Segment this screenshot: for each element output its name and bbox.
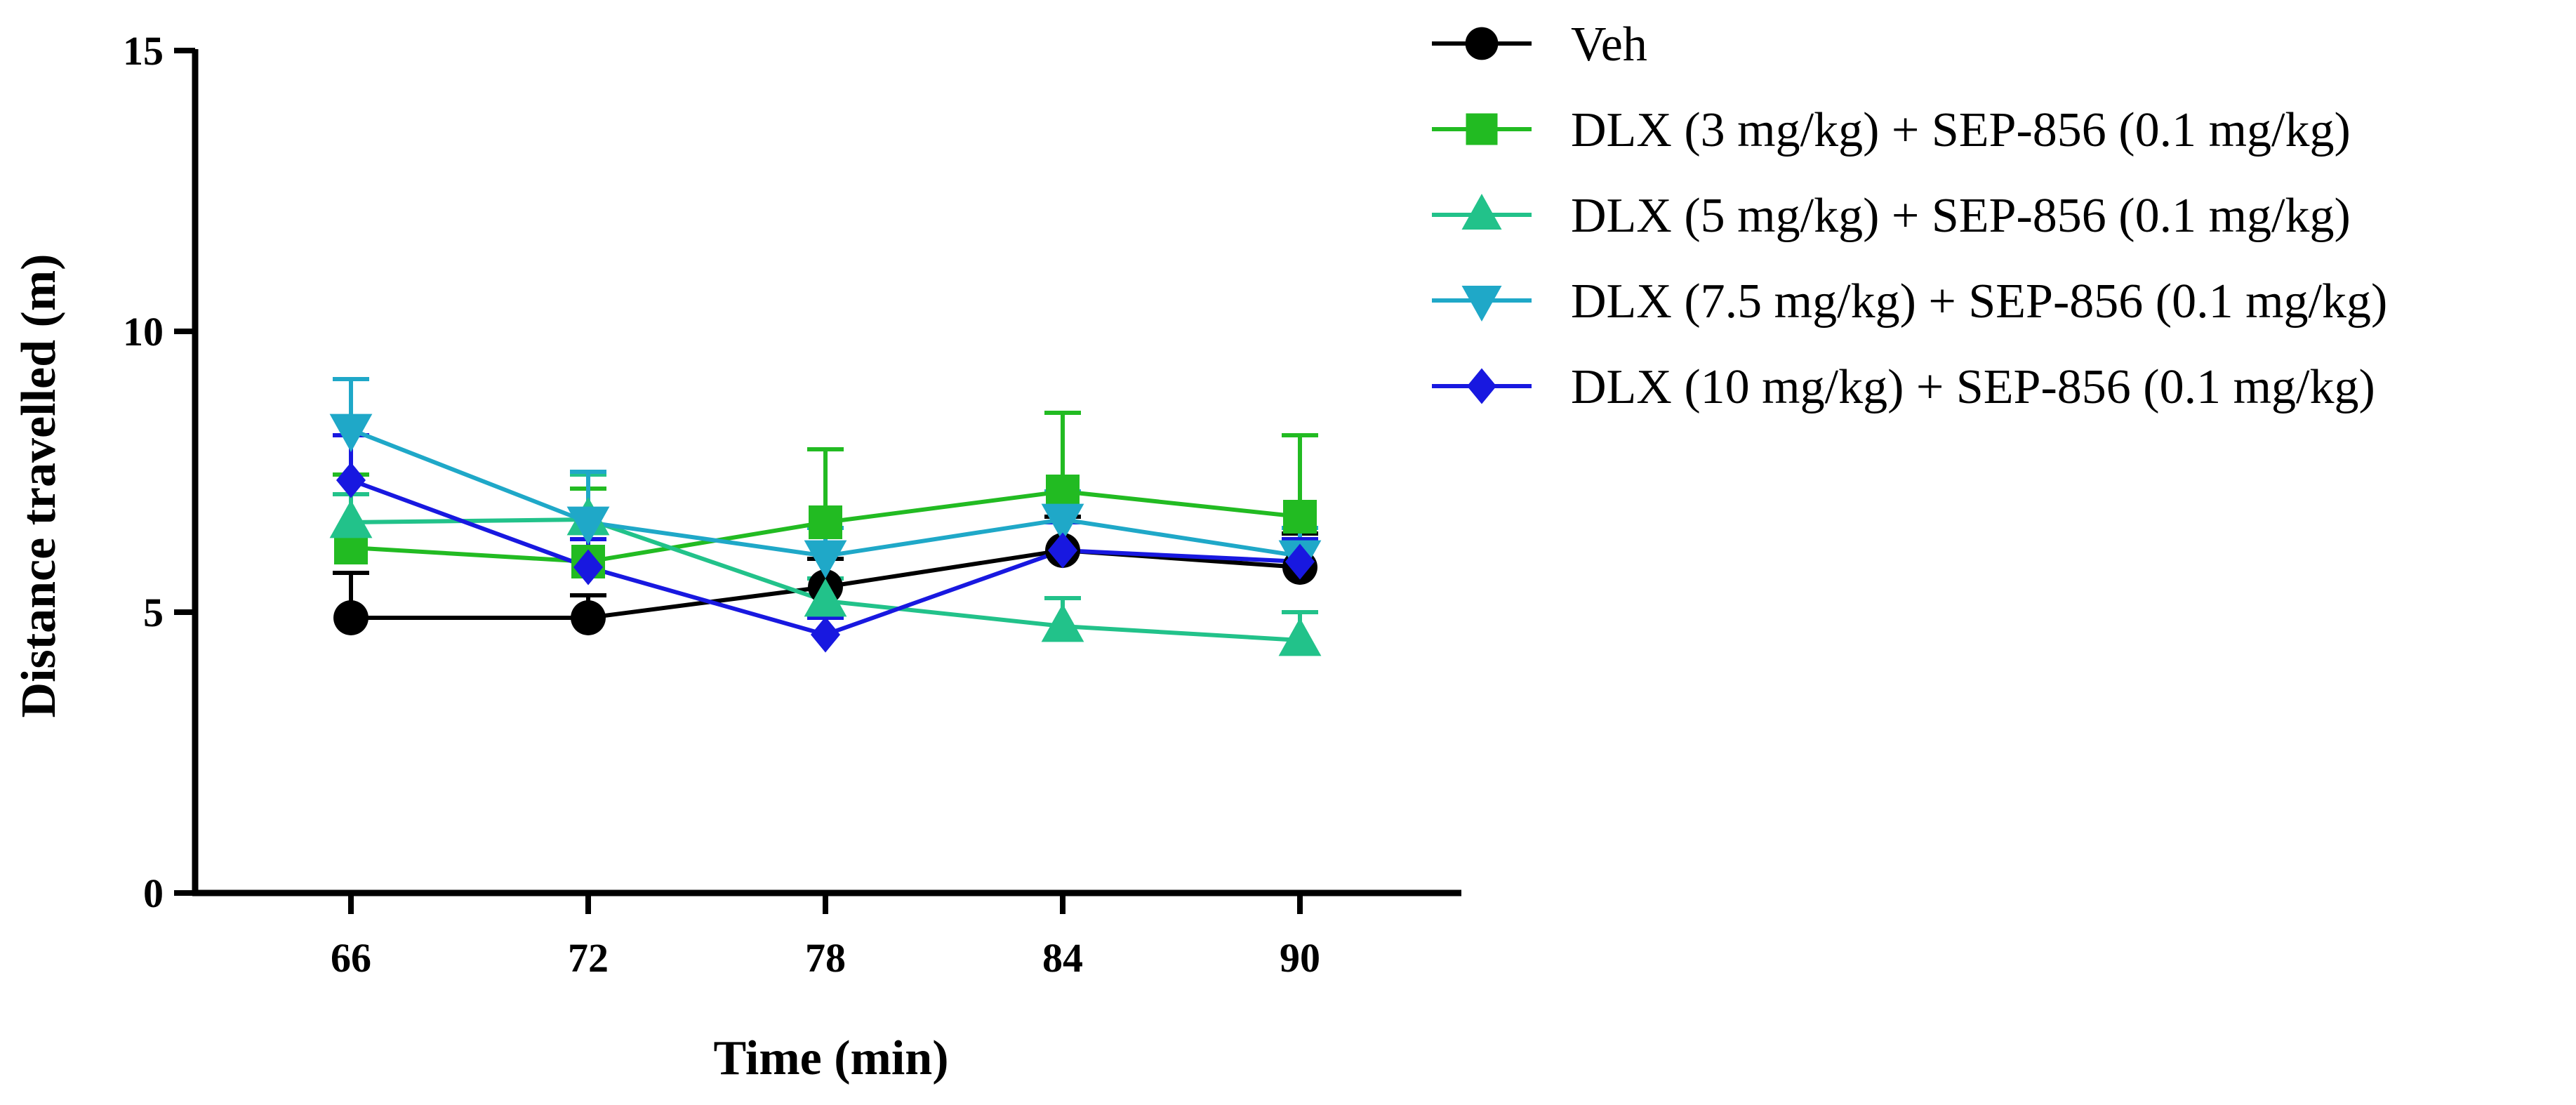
legend-marker xyxy=(1466,113,1498,145)
data-point xyxy=(329,413,373,452)
legend-item: Veh xyxy=(1432,18,1647,72)
y-tick-label: 15 xyxy=(123,28,164,74)
data-point xyxy=(804,540,847,578)
legend-marker xyxy=(1461,286,1502,322)
x-tick-label: 78 xyxy=(805,935,846,981)
legend-label: DLX (3 mg/kg) + SEP-856 (0.1 mg/kg) xyxy=(1571,103,2351,157)
legend-label: DLX (7.5 mg/kg) + SEP-856 (0.1 mg/kg) xyxy=(1571,274,2387,329)
x-tick-label: 90 xyxy=(1280,935,1320,981)
legend-marker xyxy=(1465,27,1499,60)
legend-item: DLX (7.5 mg/kg) + SEP-856 (0.1 mg/kg) xyxy=(1432,274,2387,329)
data-point xyxy=(566,506,610,545)
y-tick-label: 5 xyxy=(143,590,164,635)
legend-item: DLX (3 mg/kg) + SEP-856 (0.1 mg/kg) xyxy=(1432,103,2351,157)
legend-marker xyxy=(1467,368,1496,404)
data-point xyxy=(1048,532,1077,569)
axis-ticks: 0 5 10 15 66 72 78 84 90 xyxy=(123,28,1320,981)
data-point xyxy=(809,505,842,539)
data-point xyxy=(1046,475,1080,508)
data-point xyxy=(571,600,606,635)
data-point xyxy=(1041,503,1084,542)
data-point xyxy=(336,462,366,498)
y-axis-title: Distance travelled (m) xyxy=(12,254,66,718)
data-point xyxy=(573,549,603,585)
x-tick-label: 72 xyxy=(568,935,609,981)
legend-marker xyxy=(1461,194,1502,230)
x-tick-label: 66 xyxy=(331,935,371,981)
data-point xyxy=(1041,604,1084,642)
y-tick-label: 10 xyxy=(123,309,164,355)
data-point xyxy=(804,578,847,617)
data-point xyxy=(1283,500,1317,534)
legend-label: DLX (5 mg/kg) + SEP-856 (0.1 mg/kg) xyxy=(1571,189,2351,243)
legend-label: DLX (10 mg/kg) + SEP-856 (0.1 mg/kg) xyxy=(1571,360,2375,414)
legend: Veh DLX (3 mg/kg) + SEP-856 (0.1 mg/kg) DL… xyxy=(1432,18,2387,414)
legend-label: Veh xyxy=(1571,18,1647,72)
y-tick-label: 0 xyxy=(143,871,164,916)
data-point xyxy=(329,500,373,538)
series-markers xyxy=(329,413,1322,656)
legend-item: DLX (5 mg/kg) + SEP-856 (0.1 mg/kg) xyxy=(1432,189,2351,243)
x-axis-title: Time (min) xyxy=(713,1031,948,1085)
data-point xyxy=(1285,543,1315,580)
x-tick-label: 84 xyxy=(1042,935,1083,981)
data-point xyxy=(333,600,369,635)
data-point xyxy=(811,616,840,653)
legend-item: DLX (10 mg/kg) + SEP-856 (0.1 mg/kg) xyxy=(1432,360,2375,414)
data-point xyxy=(1278,618,1322,656)
